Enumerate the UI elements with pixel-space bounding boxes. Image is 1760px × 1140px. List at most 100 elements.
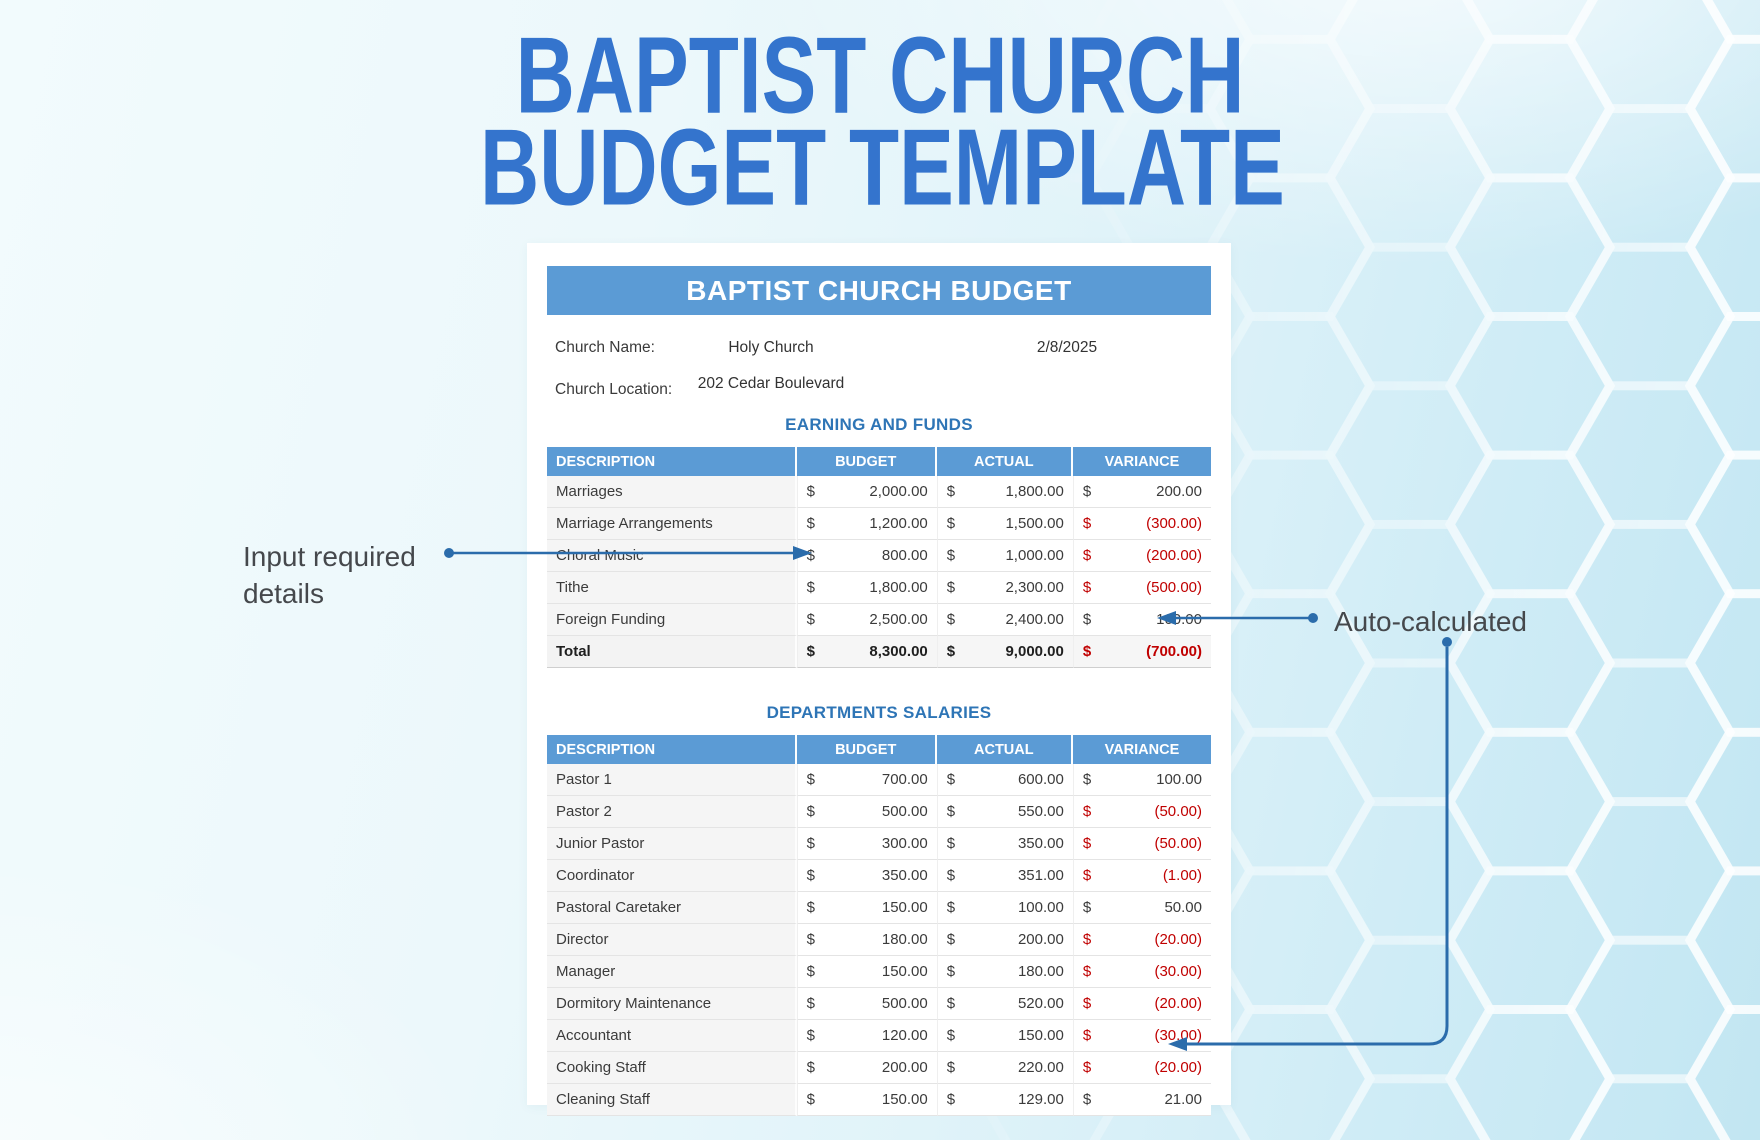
- column-header-variance: VARIANCE: [1072, 447, 1211, 476]
- amount: 500.00: [881, 803, 928, 820]
- variance-cell: $ (50.00): [1072, 796, 1211, 828]
- actual-cell[interactable]: $520.00: [936, 988, 1073, 1020]
- budget-cell[interactable]: $150.00: [796, 892, 937, 924]
- section-heading: DEPARTMENTS SALARIES: [766, 703, 992, 722]
- budget-cell[interactable]: $350.00: [796, 860, 937, 892]
- amount: (20.00): [1154, 1059, 1202, 1076]
- church-name-value[interactable]: Holy Church: [728, 339, 814, 356]
- currency-symbol: $: [946, 771, 956, 788]
- actual-cell[interactable]: $2,400.00: [936, 604, 1073, 636]
- variance-cell: $ (300.00): [1072, 508, 1211, 540]
- actual-cell[interactable]: $550.00: [936, 796, 1073, 828]
- variance-cell: $ (200.00): [1072, 540, 1211, 572]
- currency-symbol: $: [946, 835, 956, 852]
- actual-cell[interactable]: $1,500.00: [936, 508, 1073, 540]
- table-row: Director $180.00 $200.00 $ (20.00): [547, 924, 1211, 956]
- variance-cell: $ (30.00): [1072, 1020, 1211, 1052]
- variance-cell: $ (50.00): [1072, 828, 1211, 860]
- amount: 1,200.00: [869, 515, 928, 532]
- description-cell: Foreign Funding: [547, 604, 797, 636]
- budget-cell[interactable]: $120.00: [796, 1020, 937, 1052]
- actual-cell[interactable]: $1,800.00: [936, 476, 1073, 508]
- date-value[interactable]: 2/8/2025: [1036, 339, 1098, 356]
- actual-cell[interactable]: $180.00: [936, 956, 1073, 988]
- currency-symbol: $: [1082, 515, 1092, 532]
- amount: 180.00: [1017, 963, 1064, 980]
- currency-symbol: $: [806, 899, 815, 916]
- budget-cell[interactable]: $150.00: [796, 1084, 937, 1116]
- budget-cell[interactable]: $500.00: [796, 796, 937, 828]
- currency-symbol: $: [946, 1091, 956, 1108]
- variance-cell: $21.00: [1072, 1084, 1211, 1116]
- actual-cell[interactable]: $600.00: [936, 764, 1073, 796]
- actual-cell[interactable]: $150.00: [936, 1020, 1073, 1052]
- currency-symbol: $: [1082, 547, 1092, 564]
- currency-symbol: $: [946, 803, 956, 820]
- currency-symbol: $: [1082, 867, 1092, 884]
- budget-cell[interactable]: $1,200.00: [796, 508, 937, 540]
- budget-cell[interactable]: $300.00: [796, 828, 937, 860]
- currency-symbol: $: [1082, 899, 1092, 916]
- budget-cell[interactable]: $800.00: [796, 540, 937, 572]
- variance-cell: $100.00: [1072, 764, 1211, 796]
- variance-cell: $ (20.00): [1072, 924, 1211, 956]
- amount: (200.00): [1146, 547, 1202, 564]
- variance-cell: $ (700.00): [1072, 636, 1211, 668]
- currency-symbol: $: [806, 771, 815, 788]
- amount: 350.00: [1017, 835, 1064, 852]
- amount: 300.00: [881, 835, 928, 852]
- table-row: Cleaning Staff $150.00 $129.00 $21.00: [547, 1084, 1211, 1116]
- amount: 1,500.00: [1005, 515, 1064, 532]
- currency-symbol: $: [806, 611, 815, 628]
- budget-cell[interactable]: $2,500.00: [796, 604, 937, 636]
- amount: 700.00: [881, 771, 928, 788]
- currency-symbol: $: [946, 1027, 956, 1044]
- amount: 2,300.00: [1005, 579, 1064, 596]
- actual-cell[interactable]: $350.00: [936, 828, 1073, 860]
- amount: 2,400.00: [1005, 611, 1064, 628]
- amount: 200.00: [1156, 483, 1202, 500]
- actual-cell[interactable]: $129.00: [936, 1084, 1073, 1116]
- table-row: Pastoral Caretaker $150.00 $100.00 $50.00: [547, 892, 1211, 924]
- budget-cell[interactable]: $2,000.00: [796, 476, 937, 508]
- currency-symbol: $: [1082, 1091, 1092, 1108]
- actual-cell[interactable]: $351.00: [936, 860, 1073, 892]
- table-row: Marriage Arrangements $1,200.00 $1,500.00 $…: [547, 508, 1211, 540]
- amount: 129.00: [1017, 1091, 1064, 1108]
- variance-cell: $ (20.00): [1072, 1052, 1211, 1084]
- budget-cell[interactable]: $150.00: [796, 956, 937, 988]
- currency-symbol: $: [1082, 803, 1092, 820]
- amount: 200.00: [881, 1059, 928, 1076]
- budget-cell[interactable]: $180.00: [796, 924, 937, 956]
- currency-symbol: $: [806, 963, 815, 980]
- church-location-value[interactable]: 202 Cedar Boulevard: [697, 375, 845, 392]
- currency-symbol: $: [1082, 963, 1092, 980]
- section-heading: EARNING AND FUNDS: [785, 415, 973, 434]
- table-row: Pastor 2 $500.00 $550.00 $ (50.00): [547, 796, 1211, 828]
- currency-symbol: $: [806, 579, 815, 596]
- actual-cell[interactable]: $100.00: [936, 892, 1073, 924]
- currency-symbol: $: [946, 643, 956, 660]
- table-header-row: DESCRIPTION BUDGET ACTUAL VARIANCE: [547, 447, 1211, 476]
- budget-cell[interactable]: $500.00: [796, 988, 937, 1020]
- page-title-line-1: BAPTIST CHURCH: [515, 16, 1245, 137]
- amount: 9,000.00: [1005, 643, 1064, 660]
- amount: (1.00): [1162, 867, 1202, 884]
- budget-cell[interactable]: $700.00: [796, 764, 937, 796]
- amount: 180.00: [881, 931, 928, 948]
- actual-cell[interactable]: $1,000.00: [936, 540, 1073, 572]
- actual-cell[interactable]: $2,300.00: [936, 572, 1073, 604]
- currency-symbol: $: [1082, 611, 1092, 628]
- budget-table: DESCRIPTION BUDGET ACTUAL VARIANCE Marriages…: [547, 447, 1211, 668]
- description-cell: Pastor 1: [547, 764, 797, 796]
- table-row: Foreign Funding $2,500.00 $2,400.00 $100.00: [547, 604, 1211, 636]
- column-header-actual: ACTUAL: [936, 735, 1073, 764]
- budget-document: BAPTIST CHURCH BUDGET Church Name: Holy …: [527, 243, 1231, 1116]
- currency-symbol: $: [806, 1027, 815, 1044]
- budget-cell[interactable]: $1,800.00: [796, 572, 937, 604]
- amount: 21.00: [1164, 1091, 1202, 1108]
- budget-cell[interactable]: $200.00: [796, 1052, 937, 1084]
- actual-cell[interactable]: $200.00: [936, 924, 1073, 956]
- currency-symbol: $: [1082, 1059, 1092, 1076]
- actual-cell[interactable]: $220.00: [936, 1052, 1073, 1084]
